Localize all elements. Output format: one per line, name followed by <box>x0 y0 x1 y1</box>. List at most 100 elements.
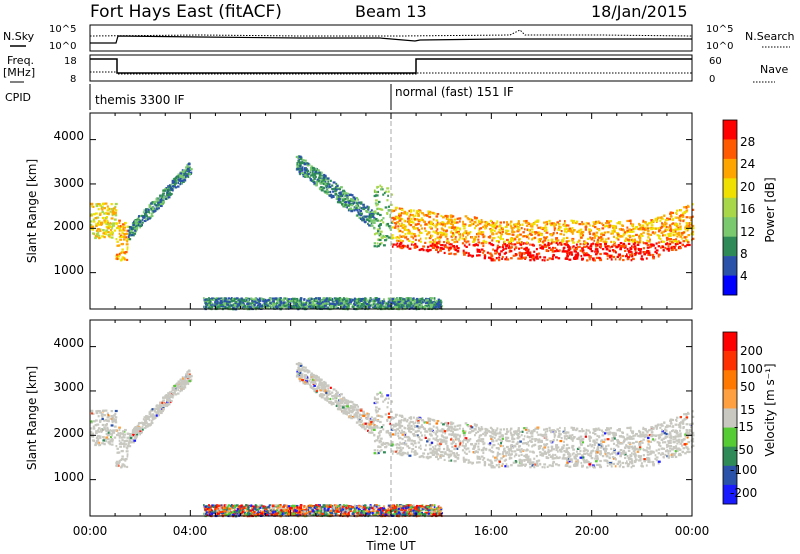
power-cell <box>691 208 695 211</box>
nave-label: Nave <box>760 63 788 76</box>
power-cell <box>382 302 385 305</box>
velocity-cell <box>103 419 106 422</box>
power-cell <box>121 232 124 235</box>
power-cell <box>420 227 424 230</box>
power-cell <box>135 226 139 229</box>
power-cell <box>297 162 300 165</box>
power-cell <box>410 243 413 246</box>
power-cell <box>347 297 349 301</box>
power-cell <box>670 213 672 216</box>
power-cell <box>181 173 184 176</box>
power-cell <box>322 304 326 307</box>
power-cell <box>115 226 119 230</box>
power-cell <box>376 302 380 306</box>
power-cell <box>583 254 586 257</box>
power-cell <box>379 184 382 187</box>
power-cell <box>322 181 325 184</box>
power-cell <box>657 234 661 238</box>
power-cell <box>630 230 634 233</box>
power-cell <box>553 229 556 232</box>
velocity-cell <box>183 385 186 388</box>
power-cell <box>535 253 539 256</box>
power-cell <box>399 298 402 301</box>
power-cell <box>679 214 683 217</box>
power-cell <box>444 245 447 248</box>
power-cell <box>94 217 98 220</box>
power-cell <box>660 231 664 234</box>
power-cell <box>249 306 253 310</box>
velocity-cell <box>139 433 141 436</box>
velocity-cell <box>322 388 325 391</box>
power-cell <box>652 231 654 234</box>
power-cell <box>454 248 458 252</box>
power-cell <box>357 204 360 207</box>
power-cell <box>691 237 695 240</box>
power-cell <box>501 257 503 260</box>
power-cell <box>123 251 126 254</box>
power-cell <box>437 246 440 249</box>
power-cell <box>204 305 208 309</box>
power-cell <box>570 231 574 234</box>
velocity-cell <box>90 433 93 436</box>
power-cell <box>529 243 531 246</box>
power-cell <box>480 221 484 224</box>
power-cell <box>236 301 240 304</box>
power-cell <box>110 217 114 220</box>
power-cell <box>167 189 170 192</box>
power-cell <box>587 222 590 225</box>
power-cell <box>681 215 685 218</box>
power-cell <box>223 301 226 305</box>
power-cell <box>555 223 558 226</box>
power-cell <box>398 207 401 210</box>
velocity-cell <box>303 378 307 381</box>
power-cell <box>181 169 184 172</box>
power-cell <box>437 301 441 304</box>
power-cell <box>110 203 113 206</box>
power-cell <box>533 250 536 253</box>
velocity-cell <box>183 376 186 379</box>
power-cell <box>420 217 423 220</box>
power-cell <box>280 302 283 305</box>
power-cell <box>405 298 408 301</box>
power-cell <box>629 219 632 222</box>
power-cell <box>433 306 437 309</box>
power-cell <box>363 305 366 308</box>
power-cell <box>329 185 332 189</box>
power-cell <box>322 178 326 181</box>
power-cell <box>406 304 409 307</box>
velocity-cell <box>121 455 124 458</box>
power-cell <box>480 248 484 251</box>
velocity-cell <box>181 376 184 379</box>
power-cell <box>359 214 363 217</box>
power-cell <box>318 301 321 304</box>
power-cell <box>125 243 129 246</box>
power-cell <box>623 239 627 242</box>
power-cell <box>346 206 349 209</box>
power-cell <box>355 302 358 305</box>
power-cell <box>332 194 335 198</box>
power-cell <box>589 247 593 251</box>
power-cell <box>501 255 504 259</box>
power-cell <box>428 226 432 229</box>
power-cell <box>413 303 416 306</box>
power-cell <box>541 259 544 262</box>
power-cell <box>336 301 339 304</box>
velocity-cell <box>173 390 176 393</box>
power-cell <box>615 245 619 248</box>
power-cell <box>448 246 452 249</box>
power-ytick-2000: 2000 <box>53 219 84 233</box>
power-cell <box>106 219 109 223</box>
power-cell <box>183 178 186 181</box>
power-cell <box>580 232 583 235</box>
power-cell <box>399 217 402 220</box>
power-cell <box>432 224 435 227</box>
power-cell <box>299 306 302 309</box>
power-cell <box>307 162 310 165</box>
power-cell <box>563 233 565 236</box>
velocity-cell <box>105 436 109 439</box>
power-cell <box>652 256 655 259</box>
power-cell <box>339 186 343 189</box>
power-cell <box>433 298 436 301</box>
power-cell <box>528 255 532 259</box>
power-cell <box>330 305 334 308</box>
